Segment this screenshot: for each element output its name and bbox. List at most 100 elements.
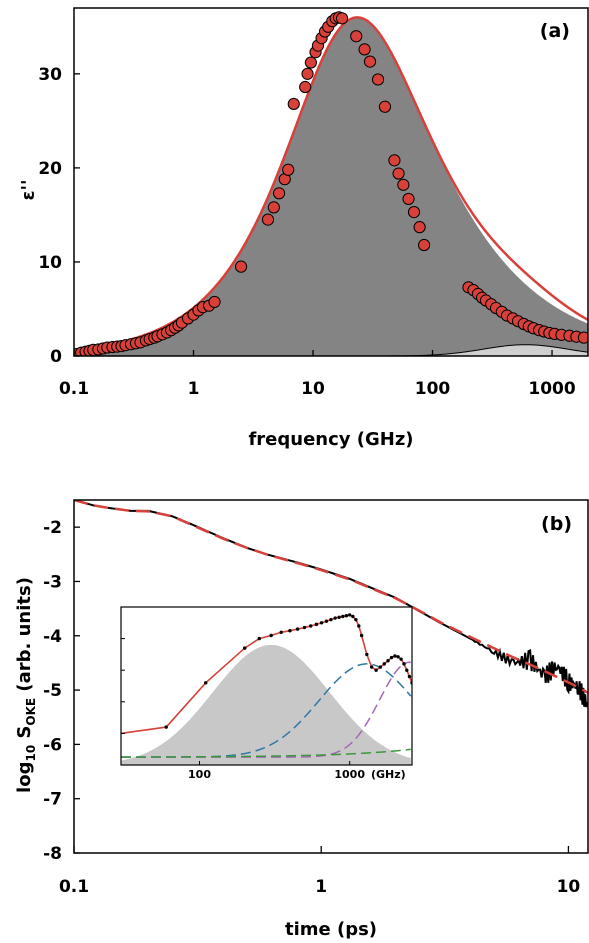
inset-x-tick-label: 1000 [334, 768, 365, 781]
data-point [371, 73, 385, 86]
y-tick-label: -3 [43, 572, 62, 592]
data-point [335, 12, 349, 25]
data-point [577, 331, 588, 344]
data-point [407, 206, 421, 219]
inset-data-point [359, 633, 364, 638]
inset-data-point [288, 629, 292, 633]
data-point [397, 178, 410, 191]
inset-frame [120, 606, 413, 766]
inset-x-unit-label: (GHz) [371, 768, 406, 781]
panel-a: 0.1 1 10 100 1000 0 10 20 30 (a) frequency (GHz)… [18, 7, 589, 450]
data-point [350, 30, 363, 43]
oke-fit-line [74, 500, 588, 694]
data-point [358, 43, 371, 56]
ylabel-prefix: log [14, 762, 35, 793]
inset-data-point [402, 662, 406, 666]
ylabel-mid: S [14, 726, 35, 745]
panel-b-frame [73, 499, 589, 854]
inset-data-point [314, 622, 319, 627]
inset-data-point [405, 668, 409, 672]
data-point [392, 167, 405, 180]
data-point [272, 187, 286, 200]
inset-data-point [407, 674, 412, 679]
inset-data-point [396, 655, 400, 659]
x-tick-label: 0.1 [59, 877, 89, 897]
inset-data-point [341, 614, 345, 619]
inset-data-point [365, 652, 369, 657]
panel-b-y-axis-title: log10 SOKE (arb. units) [14, 577, 38, 793]
data-point [261, 213, 275, 226]
y-tick-label: -6 [43, 735, 62, 755]
data-point [234, 260, 248, 273]
inset-gray-component [121, 644, 411, 765]
data-point [378, 100, 392, 113]
x-tick-label: 1 [315, 877, 327, 897]
inset-data-point [324, 619, 329, 623]
inset-data-point [269, 633, 273, 638]
panel-b-label: (b) [541, 513, 572, 535]
inset-data-point [347, 613, 352, 617]
inset-data-point [369, 665, 374, 669]
y-tick-label: 20 [38, 159, 62, 179]
data-point [282, 163, 295, 176]
data-point [402, 192, 415, 206]
inset-data-point [257, 636, 261, 641]
x-tick-label: 10 [301, 379, 325, 399]
panel-a-plot-area [74, 11, 588, 356]
y-tick-label: -8 [43, 844, 62, 864]
x-tick-label: 0.1 [59, 379, 89, 399]
inset-data-point [386, 659, 390, 663]
y-tick-label: 0 [50, 347, 62, 367]
panel-a-axes: 0.1 1 10 100 1000 0 10 20 30 [38, 65, 576, 399]
panel-a-x-axis-title: frequency (GHz) [248, 429, 413, 450]
inset-plot-area [121, 613, 412, 765]
inset-data-point [279, 630, 283, 634]
data-point [267, 201, 280, 214]
inset-data-point [302, 625, 307, 630]
x-tick-label: 100 [415, 379, 451, 399]
data-point [299, 80, 312, 94]
inset-data-point [354, 617, 358, 622]
inset-data-point [393, 654, 397, 658]
ylabel-sub2: OKE [24, 698, 38, 726]
inset-data-point [329, 617, 333, 622]
inset-data-point [389, 655, 394, 660]
inset-data-point [204, 681, 208, 685]
inset-data-point [374, 668, 378, 672]
fit-line [74, 16, 588, 352]
inset-data-point [382, 662, 386, 666]
inset-data-point [344, 613, 349, 618]
data-point [388, 154, 401, 167]
data-point [304, 56, 317, 69]
data-point [301, 67, 314, 80]
inset-x-tick-label: 100 [188, 768, 211, 781]
y-tick-label: -4 [43, 627, 62, 647]
x-tick-label: 1 [188, 379, 200, 399]
panel-a-y-axis-title: ε'' [18, 179, 39, 200]
inset-green-component [121, 748, 411, 758]
y-tick-label: -7 [43, 790, 62, 810]
y-tick-label: 30 [38, 65, 62, 85]
panel-b-x-axis-title: time (ps) [285, 919, 377, 940]
inset-data-point [333, 616, 337, 620]
panel-b: 100 1000 (GHz) 0.1 1 10 -2 -3 -4 -5 -6 -7 -8 (b) t… [14, 499, 589, 940]
inset-data-point [295, 627, 300, 631]
data-point [417, 238, 431, 252]
inset-axes: 100 1000 [121, 638, 365, 781]
ylabel-sub1: 10 [24, 745, 38, 762]
data-point [287, 97, 300, 111]
x-tick-label: 1000 [528, 379, 575, 399]
data-point [413, 221, 426, 234]
panel-a-frame [73, 7, 589, 357]
inset-data-point [357, 624, 361, 628]
panel-b-plot-area [74, 500, 588, 708]
inset-data-point [309, 624, 313, 628]
main-component-fill [74, 17, 588, 356]
inset-data-point [378, 665, 383, 669]
panel-b-axes: 0.1 1 10 -2 -3 -4 -5 -6 -7 -8 [43, 518, 580, 897]
y-tick-label: 10 [38, 253, 62, 273]
y-tick-label: -2 [43, 518, 62, 538]
inset-data-point [243, 646, 247, 650]
data-point [363, 55, 377, 68]
